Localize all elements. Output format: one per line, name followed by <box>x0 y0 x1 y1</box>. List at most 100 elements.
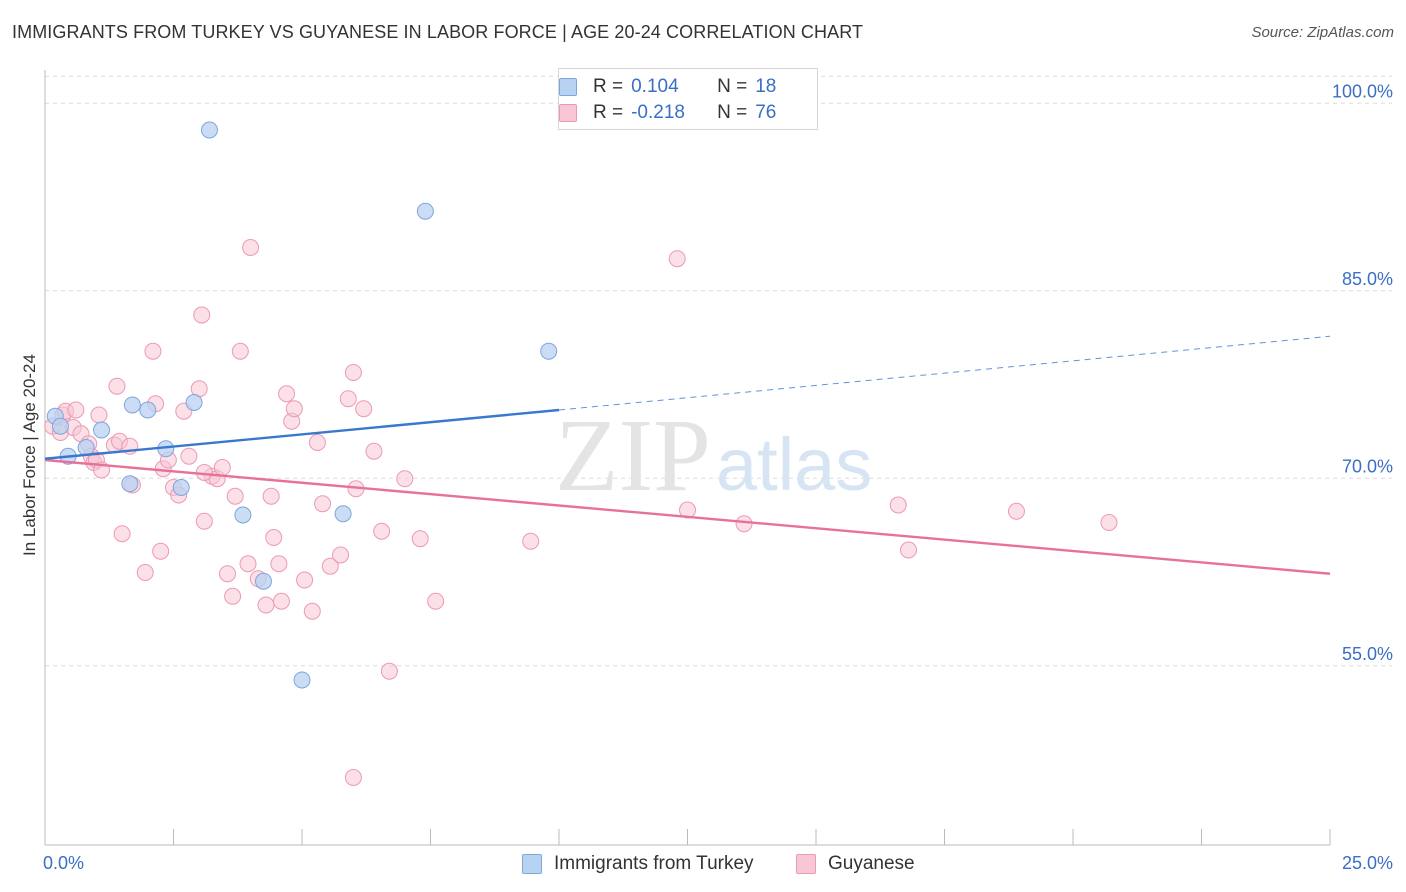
watermark: ZIP atlas <box>555 398 872 513</box>
turkey-trend-extrapolation <box>558 335 1331 411</box>
legend-r-label: R = <box>593 76 624 97</box>
guyanese-point <box>344 769 362 786</box>
chart-title: IMMIGRANTS FROM TURKEY VS GUYANESE IN LA… <box>12 22 864 42</box>
guyanese-point <box>889 496 907 514</box>
y-tick-label: 100.0% <box>1332 81 1393 101</box>
tick-labels: 100.0% 85.0% 70.0% 55.0% 0.0% 25.0% <box>43 81 1393 873</box>
guyanese-point <box>270 555 288 573</box>
guyanese-point <box>262 487 280 505</box>
turkey-point <box>254 572 272 590</box>
guyanese-point <box>257 596 275 614</box>
y-tick-label: 70.0% <box>1342 456 1393 476</box>
y-tick-label: 85.0% <box>1342 269 1393 289</box>
turkey-point <box>123 396 141 414</box>
turkey-point <box>121 475 139 493</box>
guyanese-point <box>108 377 126 395</box>
y-axis-label: In Labor Force | Age 20-24 <box>20 354 39 556</box>
guyanese-point <box>265 529 283 546</box>
guyanese-point <box>218 565 236 583</box>
source-note: Source: ZipAtlas.com <box>1251 24 1394 41</box>
guyanese-point <box>339 390 357 408</box>
legend-swatch-turkey <box>559 78 577 96</box>
turkey-point <box>139 401 157 419</box>
guyanese-point <box>900 541 918 559</box>
guyanese-point <box>113 525 131 543</box>
guyanese-point <box>380 662 398 680</box>
guyanese-point <box>735 515 753 533</box>
guyanese-point <box>90 406 108 424</box>
guyanese-point <box>314 495 332 513</box>
guyanese-point <box>296 571 314 589</box>
guyanese-point <box>272 592 290 610</box>
legend-swatch-guyanese <box>559 104 577 122</box>
legend-r-label: R = <box>593 102 624 123</box>
turkey-point <box>200 121 218 139</box>
guyanese-point <box>152 542 170 560</box>
bottom-legend-guyanese: Guyanese <box>796 852 915 876</box>
guyanese-point <box>193 306 211 324</box>
guyanese-point <box>355 400 373 418</box>
turkey-point <box>334 505 352 523</box>
guyanese-point <box>239 555 257 573</box>
guyanese-point <box>226 487 244 505</box>
turkey-point <box>416 202 434 220</box>
legend-n-value: 18 <box>755 76 777 97</box>
guyanese-trend-line <box>44 458 1331 575</box>
grid-lines <box>45 75 1392 667</box>
turkey-point <box>234 506 252 524</box>
turkey-point <box>293 671 311 689</box>
bottom-legend-label-turkey: Immigrants from Turkey <box>554 853 754 874</box>
guyanese-point <box>1007 502 1025 520</box>
guyanese-point <box>231 342 249 360</box>
guyanese-point <box>321 557 339 575</box>
bottom-legend-label-guyanese: Guyanese <box>828 853 915 874</box>
guyanese-point <box>365 442 383 460</box>
legend-row-turkey: R = 0.104 N = 18 <box>559 75 777 99</box>
guyanese-point <box>344 364 362 381</box>
guyanese-point <box>224 587 242 605</box>
x-tick-label: 0.0% <box>43 853 84 873</box>
guyanese-point <box>144 342 162 360</box>
turkey-trend-line <box>44 408 560 460</box>
turkey-point <box>51 417 69 435</box>
legend-r-value: -0.218 <box>631 102 685 123</box>
legend-row-guyanese: R = -0.218 N = 76 <box>559 101 777 125</box>
bottom-legend-swatch-guyanese <box>796 854 816 874</box>
guyanese-point <box>242 239 260 256</box>
turkey-point <box>77 439 95 456</box>
guyanese-point <box>1100 514 1118 531</box>
correlation-legend: R = 0.104 N = 18 R = -0.218 N = 76 <box>558 68 818 130</box>
guyanese-point <box>136 564 154 581</box>
turkey-point <box>185 394 203 411</box>
guyanese-point <box>303 602 321 620</box>
guyanese-point <box>278 385 296 403</box>
guyanese-point <box>180 447 198 465</box>
x-tick-label: 25.0% <box>1342 853 1393 873</box>
legend-n-label: N = <box>717 76 748 97</box>
guyanese-point <box>668 250 686 268</box>
guyanese-point <box>396 470 414 488</box>
axes <box>44 70 1331 846</box>
guyanese-point <box>308 434 326 451</box>
guyanese-point <box>195 512 213 530</box>
guyanese-point <box>213 459 231 476</box>
bottom-legend-swatch-turkey <box>522 854 542 874</box>
guyanese-point <box>285 400 303 418</box>
guyanese-point <box>522 532 540 550</box>
watermark-zip: ZIP <box>555 398 711 513</box>
y-tick-label: 55.0% <box>1342 644 1393 664</box>
watermark-atlas: atlas <box>716 423 872 506</box>
legend-n-value: 76 <box>755 102 777 123</box>
guyanese-point <box>332 546 350 564</box>
legend-n-label: N = <box>717 102 748 123</box>
legend-r-value: 0.104 <box>631 76 679 97</box>
guyanese-point <box>427 592 445 610</box>
guyanese-point <box>373 522 391 540</box>
turkey-point <box>540 342 558 360</box>
guyanese-point <box>67 401 85 419</box>
turkey-point <box>93 421 111 439</box>
guyanese-point <box>411 530 429 548</box>
bottom-legend-turkey: Immigrants from Turkey <box>522 852 754 876</box>
turkey-point <box>172 479 190 496</box>
